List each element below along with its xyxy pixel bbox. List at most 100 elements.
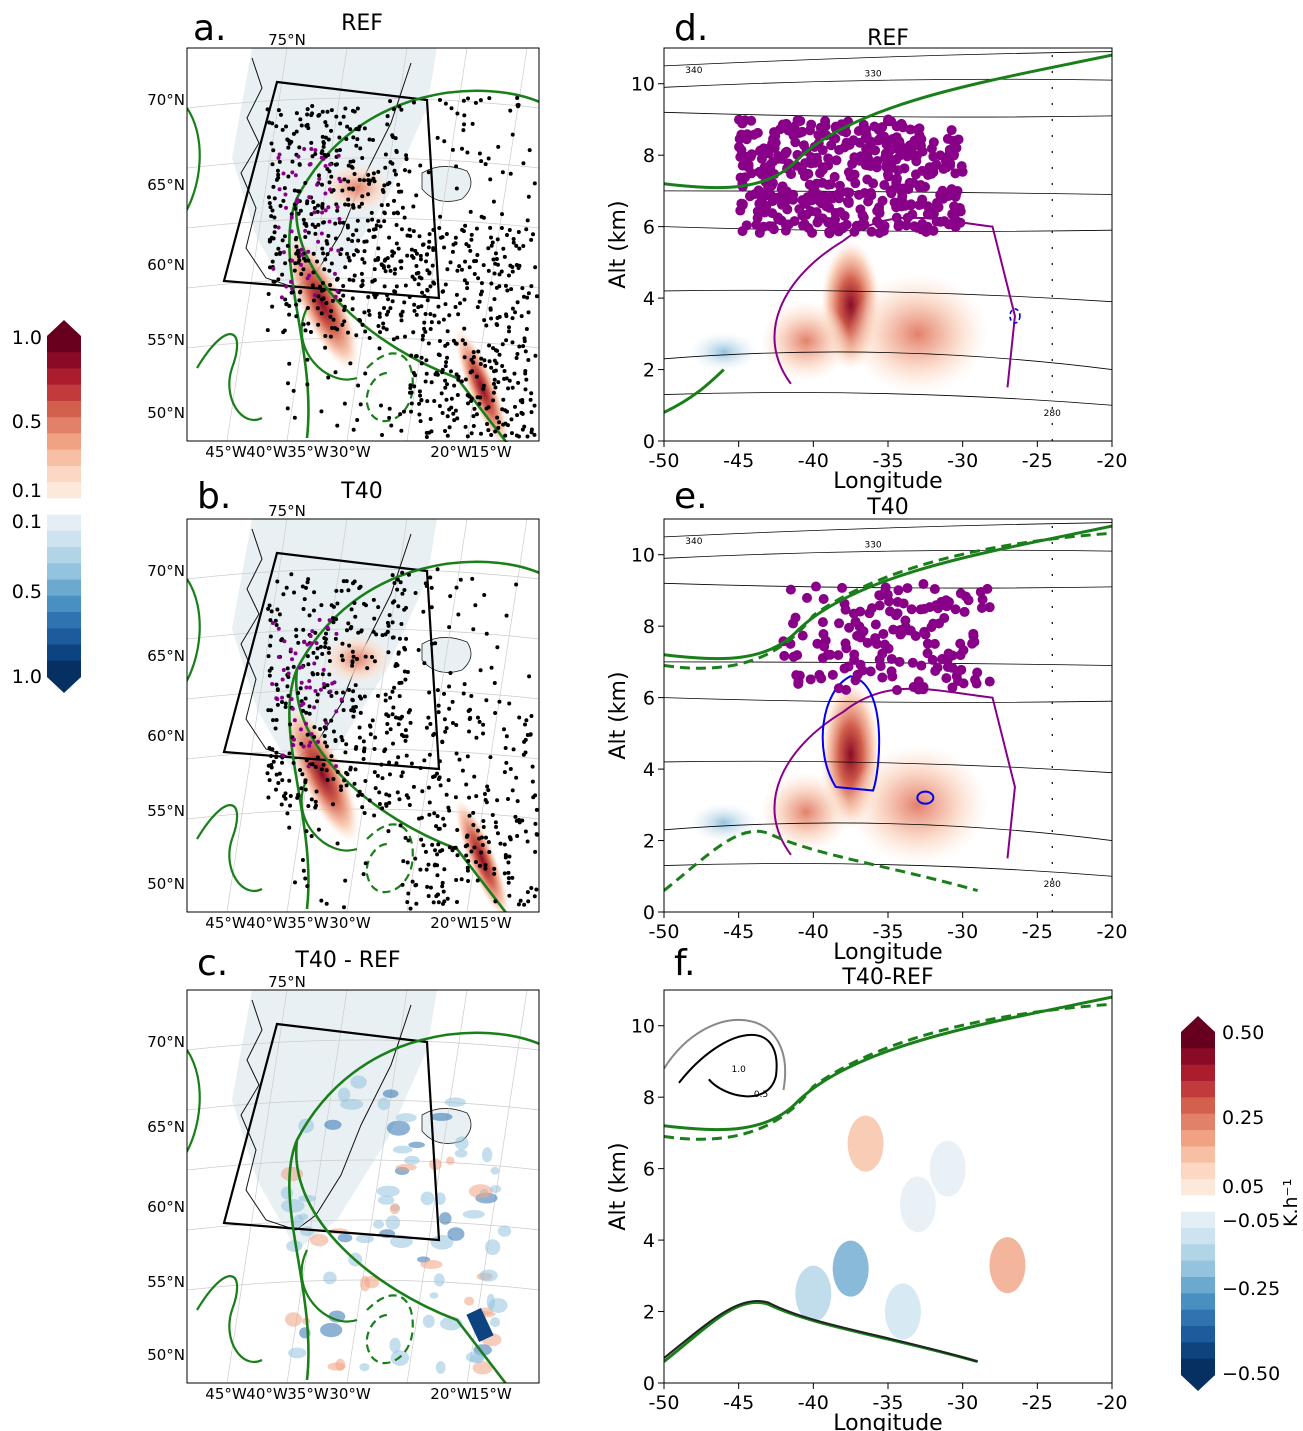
lightning-dot [397, 636, 402, 641]
convective-dot [316, 239, 321, 244]
lightning-dot [371, 176, 376, 181]
lightning-dot [348, 159, 353, 164]
lightning-dot [469, 357, 474, 362]
lightning-dot [320, 652, 325, 657]
lightning-dot [394, 661, 399, 666]
convective-point [878, 628, 889, 639]
panel-titles: a. REF b. T40 c. T40 - REF d. REF e. T40… [193, 8, 934, 990]
lightning-dot [328, 334, 333, 339]
difference-cell-strong [466, 1308, 494, 1342]
lightning-dot [471, 354, 476, 359]
lightning-dot [267, 603, 272, 608]
graticule-lat [187, 1099, 539, 1111]
lightning-dot [425, 288, 430, 293]
lightning-dot [380, 633, 385, 638]
lightning-dot [447, 625, 452, 630]
lightning-dot [435, 814, 440, 819]
lightning-dot [386, 264, 391, 269]
lightning-dot [311, 650, 316, 655]
lightning-dot [504, 312, 509, 317]
lightning-dot [428, 722, 433, 727]
colorbar-swatch [47, 612, 81, 629]
tropopause-line-low [664, 368, 725, 414]
lightning-dot [292, 188, 297, 193]
lightning-dot [455, 111, 460, 116]
y-tick-label: 2 [643, 831, 655, 853]
lightning-dot [370, 718, 375, 723]
convective-dot [312, 705, 317, 710]
colorbar-swatch [1181, 1309, 1215, 1327]
convective-point [842, 187, 853, 198]
lightning-dot [462, 682, 467, 687]
map-plot-area [187, 519, 539, 912]
lightning-dot [468, 209, 473, 214]
lightning-dot [442, 139, 447, 144]
lightning-dot [522, 902, 527, 907]
lightning-dot [363, 779, 368, 784]
lightning-dot [484, 406, 489, 411]
colorbar-right-tick: 0.25 [1222, 1107, 1264, 1129]
lightning-dot [297, 298, 302, 303]
lightning-dot [534, 832, 539, 837]
lightning-dot [322, 636, 327, 641]
lightning-dot [363, 603, 368, 608]
convective-dot [315, 182, 320, 187]
lightning-dot [466, 96, 471, 101]
lightning-dot [297, 145, 302, 150]
convective-dot [303, 228, 308, 233]
convective-point [878, 225, 889, 236]
lightning-dot [436, 826, 441, 831]
graticule-lat [187, 1159, 539, 1171]
lightning-dot [387, 800, 392, 805]
lightning-dot [444, 231, 449, 236]
lightning-dot [382, 183, 387, 188]
lightning-dot [305, 357, 310, 362]
lightning-dot [432, 863, 437, 868]
cloud-contour [773, 687, 1016, 859]
lightning-dot [274, 718, 279, 723]
convective-point [848, 608, 859, 619]
difference-cell [430, 1234, 454, 1250]
lightning-dot [524, 227, 529, 232]
lightning-dot [362, 694, 367, 699]
lightning-dot [384, 327, 389, 332]
lightning-dot [442, 245, 447, 250]
panel-title-a: REF [341, 11, 383, 36]
convective-point [870, 619, 881, 630]
lightning-dot [329, 693, 334, 698]
convective-dot [317, 176, 322, 181]
lightning-dot [451, 411, 456, 416]
lightning-dot [522, 424, 527, 429]
lightning-dot [329, 603, 334, 608]
lightning-dot [299, 786, 304, 791]
colorbar-swatch [47, 368, 81, 386]
lightning-dot [436, 900, 441, 905]
convective-dot [335, 205, 340, 210]
lightning-dot [447, 425, 452, 430]
lightning-dot [455, 393, 460, 398]
lightning-dot [387, 760, 392, 765]
convective-dot [304, 685, 309, 690]
lightning-dot [271, 718, 276, 723]
lightning-dot [425, 884, 430, 889]
lightning-dot [372, 234, 377, 239]
lightning-dot [454, 341, 459, 346]
convective-dot [333, 294, 338, 299]
lightning-dot [267, 778, 272, 783]
lightning-dot [321, 762, 326, 767]
lightning-dot [508, 108, 513, 113]
lightning-dot [466, 878, 471, 883]
lightning-dot [342, 319, 347, 324]
lightning-dot [417, 389, 422, 394]
convective-point [929, 638, 940, 649]
convective-point [837, 582, 848, 593]
difference-cell [433, 1273, 445, 1287]
lightning-dot [310, 154, 315, 159]
convective-point [794, 670, 805, 681]
colorbar-swatch [1181, 1326, 1215, 1343]
graticule-lon [346, 48, 408, 442]
convective-dot [312, 293, 317, 298]
map-lat-label: 50°N [147, 1346, 185, 1364]
lightning-dot [526, 899, 531, 904]
